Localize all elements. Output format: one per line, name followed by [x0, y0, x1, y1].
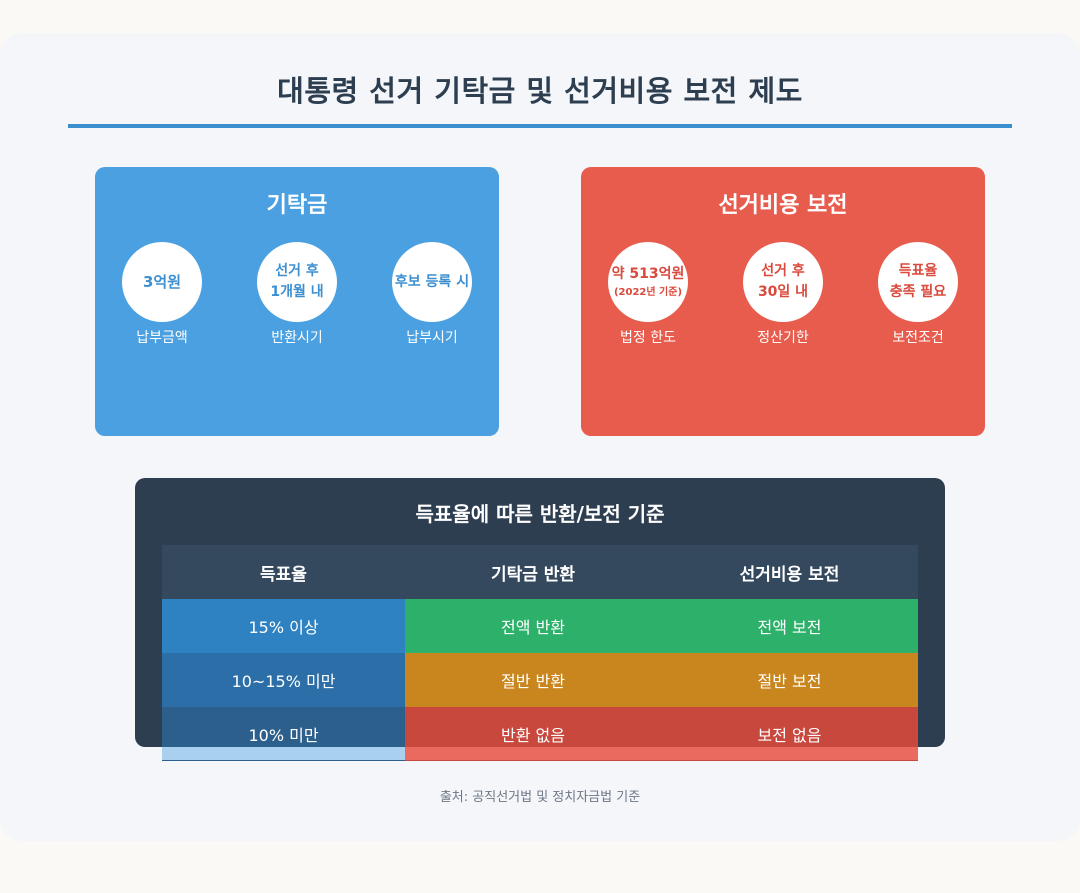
- table-cell: 15% 이상: [162, 599, 405, 653]
- deposit-amount-value: 3억원: [142, 272, 182, 291]
- reimburse-condition-value: 득표율 충족 필요: [890, 261, 946, 303]
- table-header-row: 득표율 기탁금 반환 선거비용 보전: [162, 545, 918, 599]
- header-cost-reimburse: 선거비용 보전: [661, 545, 918, 599]
- reimburse-limit-value: 약 513억원 (2022년 기준): [612, 264, 685, 301]
- deposit-timing-circle: 후보 등록 시: [392, 242, 472, 322]
- reimburse-deadline-label: 정산기한: [757, 330, 809, 346]
- title-divider: [68, 124, 1012, 128]
- reimburse-panel: 선거비용 보전 약 513억원 (2022년 기준) 법정 한도 선거 후 30…: [581, 167, 985, 436]
- table-cell: 절반 보전: [661, 653, 918, 707]
- reimburse-condition-label: 보전조건: [892, 330, 944, 346]
- table-overflow-strip-right: [405, 747, 918, 760]
- source-note: 출처: 공직선거법 및 정치자금법 기준: [439, 790, 641, 805]
- deposit-return-value-line2: 1개월 내: [270, 284, 324, 300]
- table-row: 15% 이상 전액 반환 전액 보전: [162, 599, 918, 653]
- reimburse-limit-circle: 약 513억원 (2022년 기준): [608, 242, 688, 322]
- deposit-amount-label: 납부금액: [136, 330, 188, 346]
- header-vote-share: 득표율: [162, 545, 405, 599]
- deposit-return-circle: 선거 후 1개월 내: [257, 242, 337, 322]
- deposit-timing-label: 납부시기: [406, 330, 458, 346]
- criteria-table-title: 득표율에 따른 반환/보전 기준: [415, 502, 665, 526]
- reimburse-deadline-line1: 선거 후: [761, 263, 805, 279]
- criteria-table: 득표율 기탁금 반환 선거비용 보전 15% 이상 전액 반환 전액 보전 10…: [162, 545, 918, 761]
- reimburse-condition-line2: 충족 필요: [889, 284, 947, 300]
- table-overflow-strip-left: [162, 747, 405, 760]
- deposit-return-value-line1: 선거 후: [275, 263, 319, 279]
- reimburse-limit-amount: 약 513억원: [611, 265, 685, 282]
- reimburse-limit-label: 법정 한도: [620, 330, 676, 346]
- table-row: 10~15% 미만 절반 반환 절반 보전: [162, 653, 918, 707]
- deposit-return-label: 반환시기: [271, 330, 323, 346]
- deposit-amount-circle: 3억원: [122, 242, 202, 322]
- table-cell: 전액 반환: [405, 599, 661, 653]
- table-cell: 절반 반환: [405, 653, 661, 707]
- deposit-panel: 기탁금 3억원 납부금액 선거 후 1개월 내 반환시기 후보 등록 시 납부시…: [95, 167, 499, 436]
- table-cell: 전액 보전: [661, 599, 918, 653]
- deposit-return-value: 선거 후 1개월 내: [270, 261, 323, 303]
- table-cell: 10~15% 미만: [162, 653, 405, 707]
- deposit-timing-value: 후보 등록 시: [394, 273, 470, 290]
- reimburse-condition-circle: 득표율 충족 필요: [878, 242, 958, 322]
- reimburse-deadline-value: 선거 후 30일 내: [758, 261, 808, 303]
- header-deposit-return: 기탁금 반환: [405, 545, 661, 599]
- deposit-panel-title: 기탁금: [266, 193, 328, 218]
- reimburse-limit-sub: (2022년 기준): [613, 286, 683, 298]
- page-title: 대통령 선거 기탁금 및 선거비용 보전 제도: [277, 74, 803, 108]
- reimburse-deadline-line2: 30일 내: [757, 284, 809, 300]
- reimburse-deadline-circle: 선거 후 30일 내: [743, 242, 823, 322]
- reimburse-panel-title: 선거비용 보전: [718, 193, 848, 218]
- reimburse-condition-line1: 득표율: [898, 263, 938, 279]
